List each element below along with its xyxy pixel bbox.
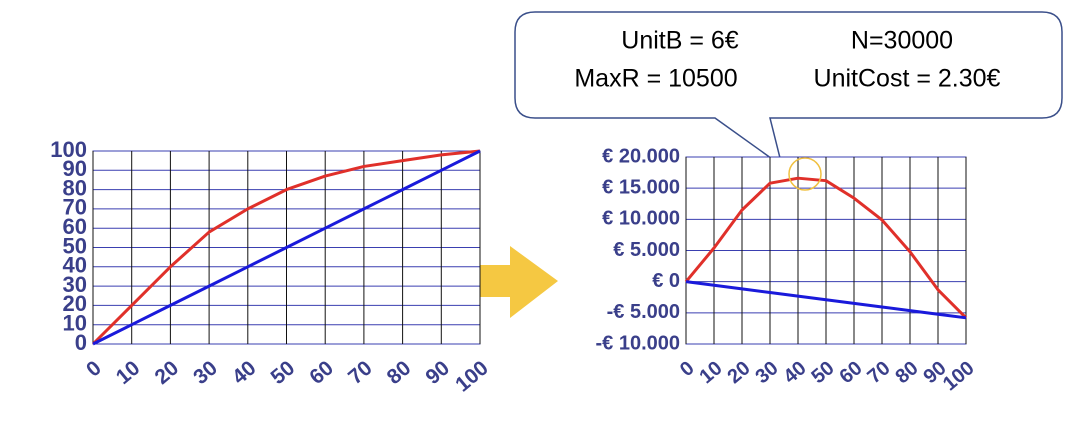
annotation: UnitB = 6€ <box>621 27 739 55</box>
y-tick-label: 10 <box>63 311 87 336</box>
y-tick-label: € 20.000 <box>602 145 680 167</box>
x-tick-label: 30 <box>189 356 222 389</box>
line-series <box>91 149 481 346</box>
annotation: MaxR = 10500 <box>574 65 737 93</box>
y-tick-label: -€ 10.000 <box>595 332 680 354</box>
x-tick-label: 80 <box>891 357 922 388</box>
y-tick-label: 100 <box>50 137 87 162</box>
y-tick-label: -€ 5.000 <box>607 301 680 323</box>
x-tick-label: 40 <box>228 356 261 389</box>
x-tick-label: 20 <box>723 357 754 388</box>
x-tick-label: 20 <box>151 356 184 389</box>
y-tick-label: € 10.000 <box>602 208 680 230</box>
y-tick-label: 50 <box>63 233 87 258</box>
y-tick-label: € 15.000 <box>602 176 680 198</box>
x-tick-label: 100 <box>939 357 979 395</box>
x-tick-label: 80 <box>383 356 416 389</box>
y-tick-label: 0 <box>75 330 87 355</box>
y-tick-label: 60 <box>63 214 87 239</box>
y-tick-label: 30 <box>63 272 87 297</box>
x-tick-label: 10 <box>695 357 726 388</box>
x-tick-label: 50 <box>267 356 300 389</box>
x-tick-label: 30 <box>751 357 782 388</box>
x-tick-label: 60 <box>305 356 338 389</box>
y-tick-label: € 5.000 <box>613 239 680 261</box>
y-tick-label: 70 <box>63 195 87 220</box>
x-tick-label: 0 <box>676 357 699 381</box>
x-tick-label: 70 <box>344 356 377 389</box>
highlight <box>788 157 822 191</box>
x-tick-label: 70 <box>863 357 894 388</box>
line-series <box>92 149 481 346</box>
annotation: UnitCost = 2.30€ <box>814 65 1001 93</box>
x-tick-label: 0 <box>82 356 106 381</box>
x-tick-label: 40 <box>779 357 810 388</box>
y-tick-label: 40 <box>63 253 87 278</box>
x-tick-label: 90 <box>421 356 454 389</box>
y-tick-label: € 0 <box>652 270 680 292</box>
line-series <box>684 176 968 319</box>
line-series <box>685 280 967 320</box>
x-tick-label: 10 <box>112 356 145 389</box>
annotation: N=30000 <box>851 27 953 55</box>
x-tick-label: 60 <box>835 357 866 388</box>
x-tick-label: 100 <box>451 356 493 396</box>
x-tick-label: 50 <box>807 357 838 388</box>
y-tick-label: 90 <box>63 156 87 181</box>
y-tick-label: 20 <box>63 291 87 316</box>
callout <box>514 11 1063 168</box>
y-tick-label: 80 <box>63 175 87 200</box>
